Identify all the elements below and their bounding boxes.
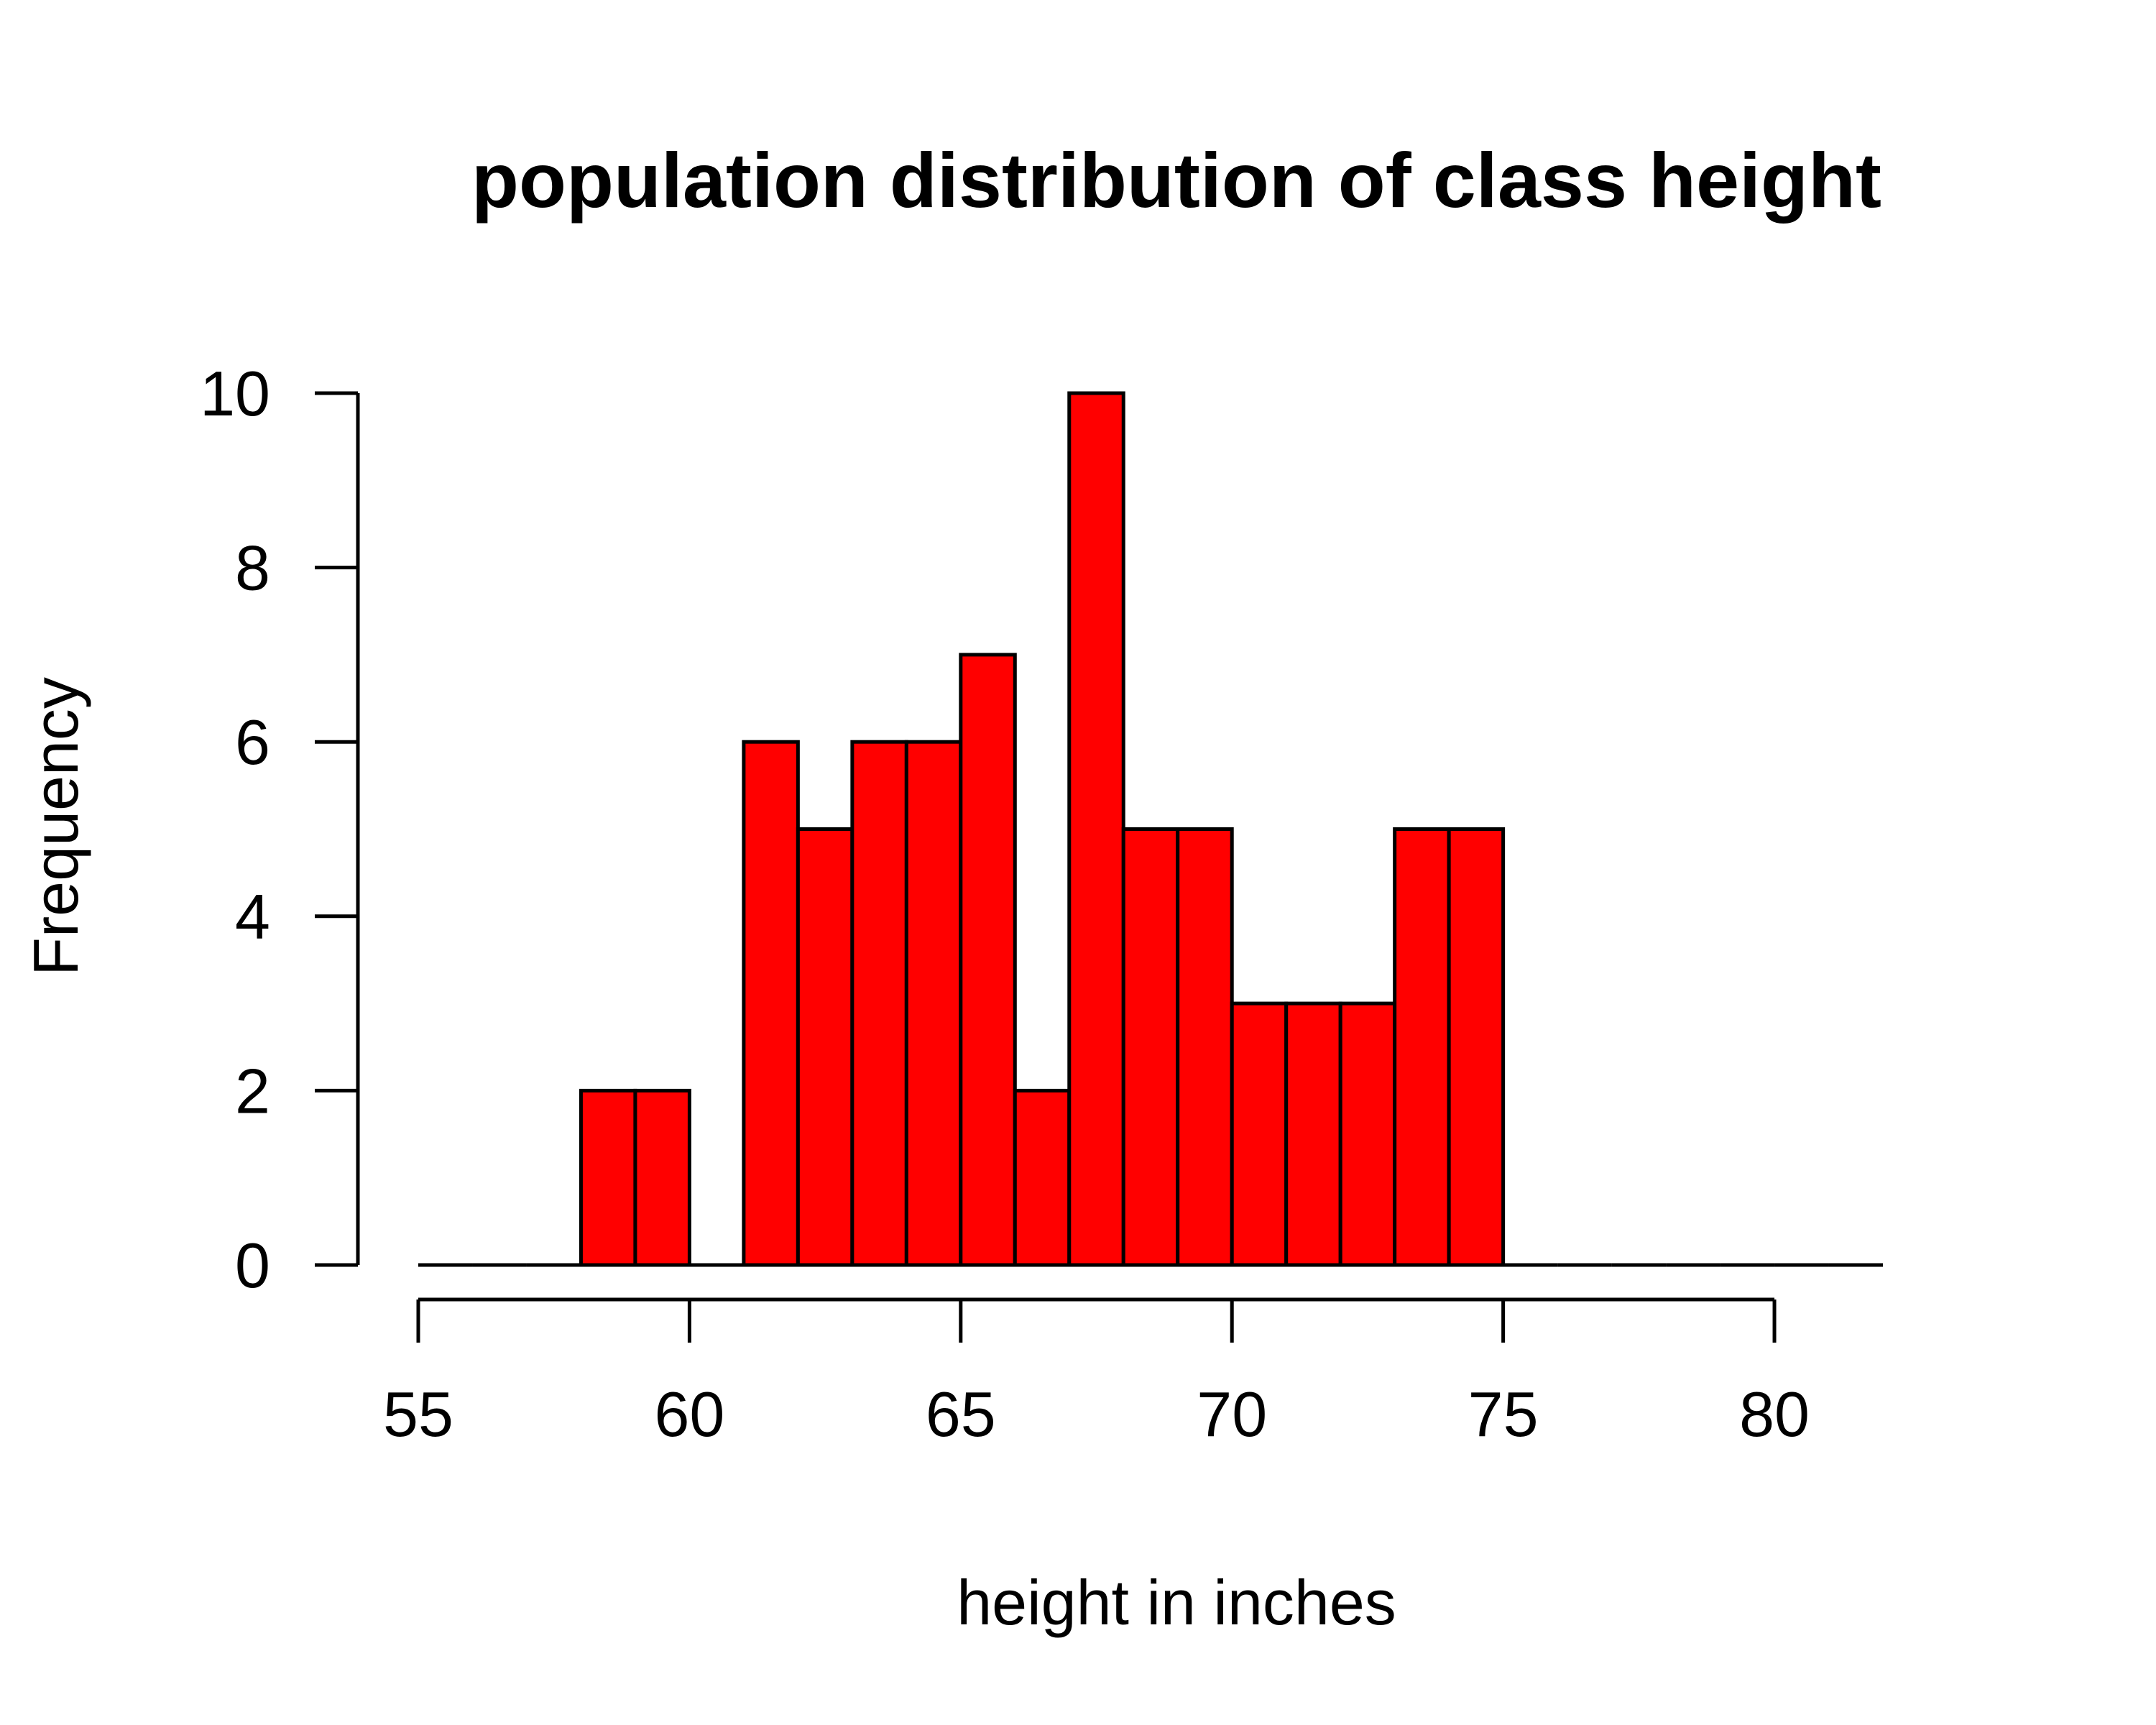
histogram-bar-69-70	[1176, 827, 1234, 1267]
x-axis-title: height in inches	[957, 1567, 1396, 1638]
histogram-bar-62-63	[796, 827, 854, 1267]
y-axis-title: Frequency	[20, 677, 91, 976]
histogram-bar-61-62	[742, 740, 800, 1267]
histogram-bar-65-66	[959, 653, 1017, 1267]
histogram-bar-66-67	[1013, 1088, 1072, 1267]
histogram-bar-72-73	[1338, 1001, 1397, 1267]
y-tick-label-6: 6	[235, 707, 270, 778]
histogram-bar-63-64	[850, 740, 908, 1267]
x-axis: 55 60 65 70 75 80	[383, 1297, 1810, 1450]
histogram-bar-71-72	[1284, 1001, 1342, 1267]
x-tick-label-80: 80	[1739, 1379, 1810, 1450]
y-axis: 0 2 4 6 8 10	[200, 358, 360, 1301]
histogram-bar-64-65	[904, 740, 963, 1267]
x-tick-label-75: 75	[1468, 1379, 1539, 1450]
histogram-bar-58-59	[579, 1088, 637, 1267]
chart-title: population distribution of class height	[471, 137, 1881, 224]
x-tick-label-70: 70	[1197, 1379, 1267, 1450]
y-tick-label-10: 10	[200, 358, 270, 429]
x-tick-label-60: 60	[654, 1379, 724, 1450]
histogram-bar-70-71	[1230, 1001, 1289, 1267]
y-tick-label-4: 4	[235, 881, 270, 952]
histogram-bar-59-60	[633, 1088, 691, 1267]
x-tick-label-65: 65	[926, 1379, 996, 1450]
y-tick-label-0: 0	[235, 1230, 270, 1301]
histogram-bar-67-68	[1067, 391, 1125, 1267]
histogram-bar-68-69	[1121, 827, 1180, 1267]
y-tick-label-2: 2	[235, 1055, 270, 1126]
histogram-bar-73-74	[1393, 827, 1451, 1267]
histogram-bar-74-75	[1447, 827, 1506, 1267]
bars-group	[418, 391, 1883, 1267]
y-tick-label-8: 8	[235, 533, 270, 604]
x-tick-label-55: 55	[383, 1379, 453, 1450]
